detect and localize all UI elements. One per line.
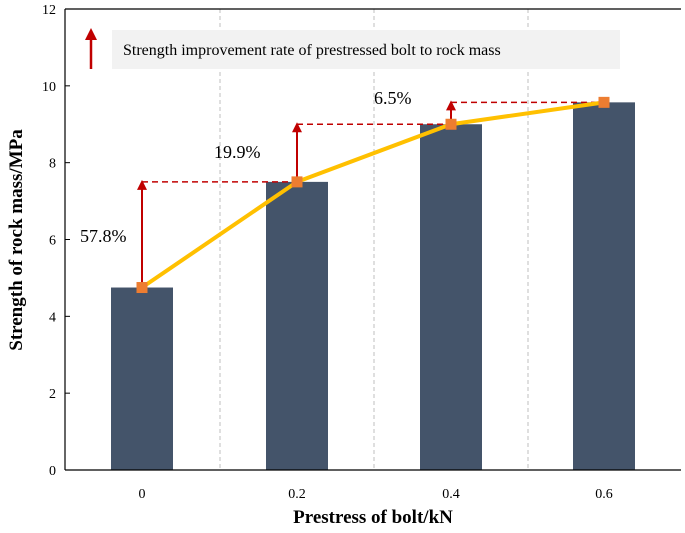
bar-0 — [111, 287, 173, 470]
line-marker-1 — [291, 176, 303, 188]
improvement-label-2: 6.5% — [374, 88, 412, 108]
bar-1 — [266, 181, 328, 470]
y-tick-label-5: 10 — [42, 80, 56, 95]
x-tick-label-1: 0.2 — [288, 487, 306, 502]
bar-3 — [573, 102, 635, 470]
arrow-head-1 — [292, 122, 302, 133]
y-tick-label-1: 2 — [49, 387, 56, 402]
y-tick-label-0: 0 — [49, 464, 56, 479]
strength-line — [136, 96, 610, 294]
y-tick-label-2: 4 — [49, 310, 56, 325]
improvement-label-0: 57.8% — [80, 226, 127, 246]
y-tick-label-6: 12 — [42, 3, 56, 18]
x-tick-label-3: 0.6 — [595, 487, 613, 502]
arrow-head-2 — [446, 100, 456, 111]
x-ticks: 0 0.2 0.4 0.6 — [139, 487, 613, 502]
legend: Strength improvement rate of prestressed… — [85, 28, 620, 69]
improvement-label-1: 19.9% — [214, 142, 261, 162]
y-tick-label-3: 6 — [49, 234, 56, 249]
x-tick-label-2: 0.4 — [442, 487, 460, 502]
legend-box — [112, 30, 620, 69]
y-axis-title: Strength of rock mass/MPa — [6, 129, 27, 351]
arrow-head-0 — [137, 179, 147, 190]
legend-arrow-icon — [85, 28, 97, 69]
bar-2 — [420, 124, 482, 470]
y-tick-label-4: 8 — [49, 157, 56, 172]
line-marker-0 — [136, 282, 148, 294]
line-marker-3 — [598, 96, 610, 108]
x-tick-label-0: 0 — [139, 487, 146, 502]
improvement-guides — [137, 100, 604, 288]
improvement-labels: 57.8% 19.9% 6.5% — [80, 88, 412, 246]
legend-text: Strength improvement rate of prestressed… — [123, 42, 501, 59]
x-axis-title: Prestress of bolt/kN — [293, 507, 453, 528]
y-ticks: 0 2 4 6 8 10 12 — [42, 3, 70, 479]
line-marker-2 — [445, 118, 457, 130]
bars — [111, 102, 635, 470]
line-path — [140, 100, 605, 290]
